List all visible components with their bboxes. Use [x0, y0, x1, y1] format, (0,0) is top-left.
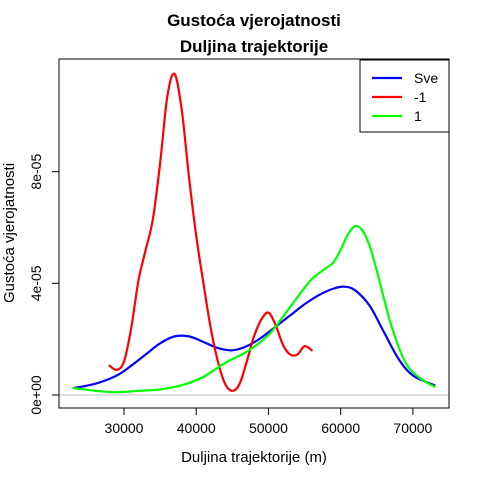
legend-label-1: 1	[414, 108, 422, 124]
y-axis: 0e+00 4e-05 8e-05	[28, 154, 59, 415]
x-tick-label: 60000	[321, 420, 360, 436]
plot-frame	[58, 58, 450, 409]
y-tick-label: 8e-05	[28, 154, 44, 190]
legend-label-minus-1: -1	[414, 89, 427, 105]
x-axis: 30000 40000 50000 60000 70000	[105, 408, 433, 436]
y-tick-label: 4e-05	[28, 265, 44, 301]
x-tick-label: 70000	[393, 420, 432, 436]
series-line-sve	[72, 285, 436, 390]
x-axis-label: Duljina trajektorije (m)	[181, 449, 327, 466]
x-tick-label: 40000	[177, 420, 216, 436]
legend-label-sve: Sve	[414, 70, 438, 86]
legend: Sve -1 1	[359, 59, 450, 133]
series-line-1	[72, 224, 436, 394]
series-line-minus-1	[108, 72, 313, 392]
y-axis-label: Gustoća vjerojatnosti	[1, 163, 18, 303]
x-tick-label: 50000	[249, 420, 288, 436]
x-tick-label: 30000	[105, 420, 144, 436]
series-layer	[72, 72, 436, 394]
chart-subtitle: Duljina trajektorije	[180, 37, 328, 56]
chart-title: Gustoća vjerojatnosti	[167, 11, 341, 30]
y-tick-label: 0e+00	[28, 375, 44, 415]
